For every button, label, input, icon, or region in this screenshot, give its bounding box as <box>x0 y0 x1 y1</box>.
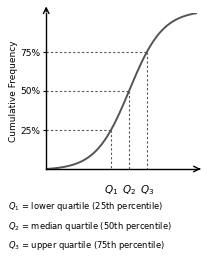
Text: $Q_3$ = upper quartile (75th percentile): $Q_3$ = upper quartile (75th percentile) <box>8 239 165 252</box>
Text: $Q_1$ = lower quartile (25th percentile): $Q_1$ = lower quartile (25th percentile) <box>8 200 164 213</box>
Text: $Q_3$: $Q_3$ <box>140 183 154 197</box>
Text: $Q_2$: $Q_2$ <box>122 183 136 197</box>
Text: $Q_1$: $Q_1$ <box>104 183 118 197</box>
Text: $Q_2$ = median quartile (50th percentile): $Q_2$ = median quartile (50th percentile… <box>8 220 172 233</box>
Y-axis label: Cumulative Frequency: Cumulative Frequency <box>9 40 18 142</box>
Text: $Q_3 - Q_1$ = interquartile range: $Q_3 - Q_1$ = interquartile range <box>8 259 133 260</box>
